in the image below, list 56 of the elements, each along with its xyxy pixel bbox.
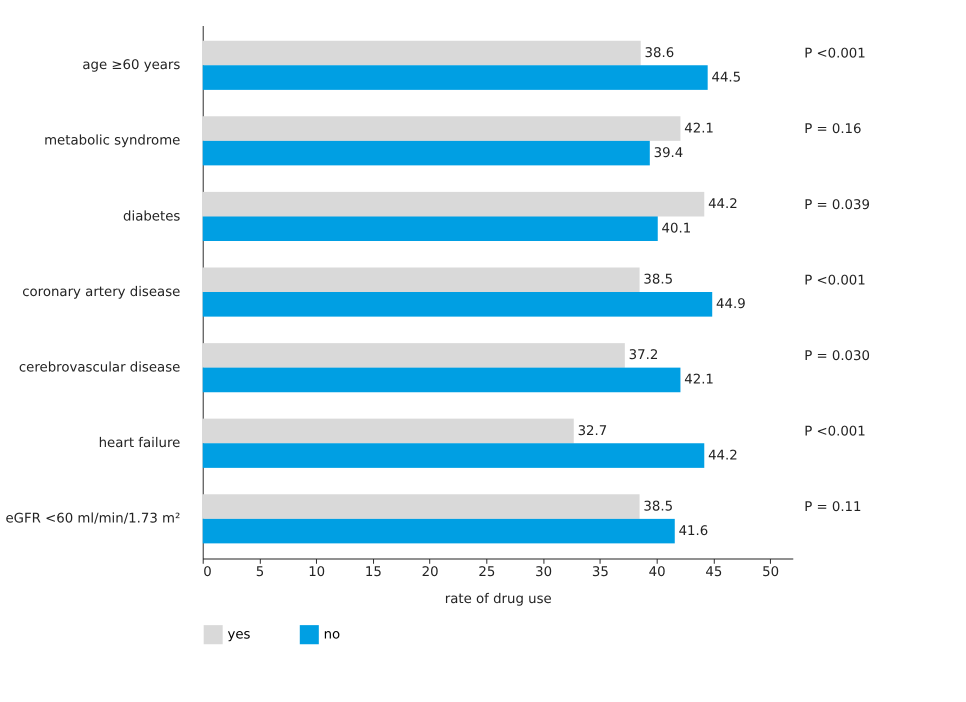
x-axis-title: rate of drug use — [444, 592, 552, 607]
bar — [202, 518, 675, 544]
text: P <0.001 — [804, 273, 866, 288]
data-label: 42.1 — [684, 121, 714, 136]
x-tick-label: 5 — [256, 565, 264, 580]
x-tick-label: 45 — [705, 565, 722, 580]
data-label: 44.2 — [708, 448, 738, 464]
data-label: 40.1 — [662, 222, 692, 237]
data-label: 32.7 — [578, 424, 608, 439]
data-label: 44.9 — [716, 297, 746, 312]
data-label: 42.1 — [684, 372, 714, 388]
x-tick-label: 30 — [535, 565, 552, 580]
bar — [202, 292, 712, 317]
data-label: 38.5 — [643, 272, 674, 288]
bar — [202, 343, 625, 368]
bar — [202, 418, 574, 444]
x-tick-label: 35 — [592, 565, 609, 580]
y-tick-label: age ≥60 years — [82, 58, 180, 74]
y-tick-label: eGFR <60 ml/min/1.73 m² — [5, 512, 180, 527]
data-label: 39.4 — [654, 146, 684, 161]
data-label: 38.5 — [643, 499, 674, 514]
data-label: 41.6 — [678, 524, 708, 539]
text: P = 0.039 — [804, 198, 870, 213]
data-label: 44.2 — [708, 196, 738, 212]
bar — [202, 140, 650, 166]
bar — [202, 216, 658, 242]
data-label: 38.6 — [644, 46, 674, 61]
data-label: 37.2 — [628, 348, 658, 364]
bar — [202, 368, 680, 392]
x-tick-label: 50 — [762, 565, 780, 580]
bar — [202, 267, 640, 292]
bar — [202, 65, 708, 90]
text: P = 0.030 — [804, 349, 870, 364]
bar — [202, 192, 704, 216]
legend-label: yes — [227, 627, 251, 642]
x-tick-label: 20 — [422, 565, 439, 580]
bar — [202, 116, 680, 141]
x-tick-label: 25 — [478, 565, 496, 580]
y-tick-label: cerebrovascular disease — [18, 360, 180, 376]
text: P <0.001 — [804, 46, 866, 62]
bar — [202, 494, 640, 519]
x-tick-label: 40 — [648, 565, 666, 580]
data-label: 44.5 — [711, 70, 742, 86]
text: P = 0.11 — [804, 500, 862, 516]
y-tick-label: heart failure — [98, 436, 180, 452]
bar — [202, 40, 641, 66]
bar — [202, 443, 704, 468]
legend-label: no — [324, 627, 340, 642]
x-tick-label: 15 — [364, 565, 382, 580]
y-tick-label: coronary artery disease — [22, 284, 180, 300]
x-tick-label: 10 — [308, 565, 326, 580]
y-tick-label: metabolic syndrome — [44, 134, 180, 149]
x-tick-label: 0 — [203, 565, 212, 580]
text: P <0.001 — [804, 424, 866, 440]
text: P = 0.16 — [804, 122, 862, 138]
y-tick-label: diabetes — [123, 209, 180, 224]
